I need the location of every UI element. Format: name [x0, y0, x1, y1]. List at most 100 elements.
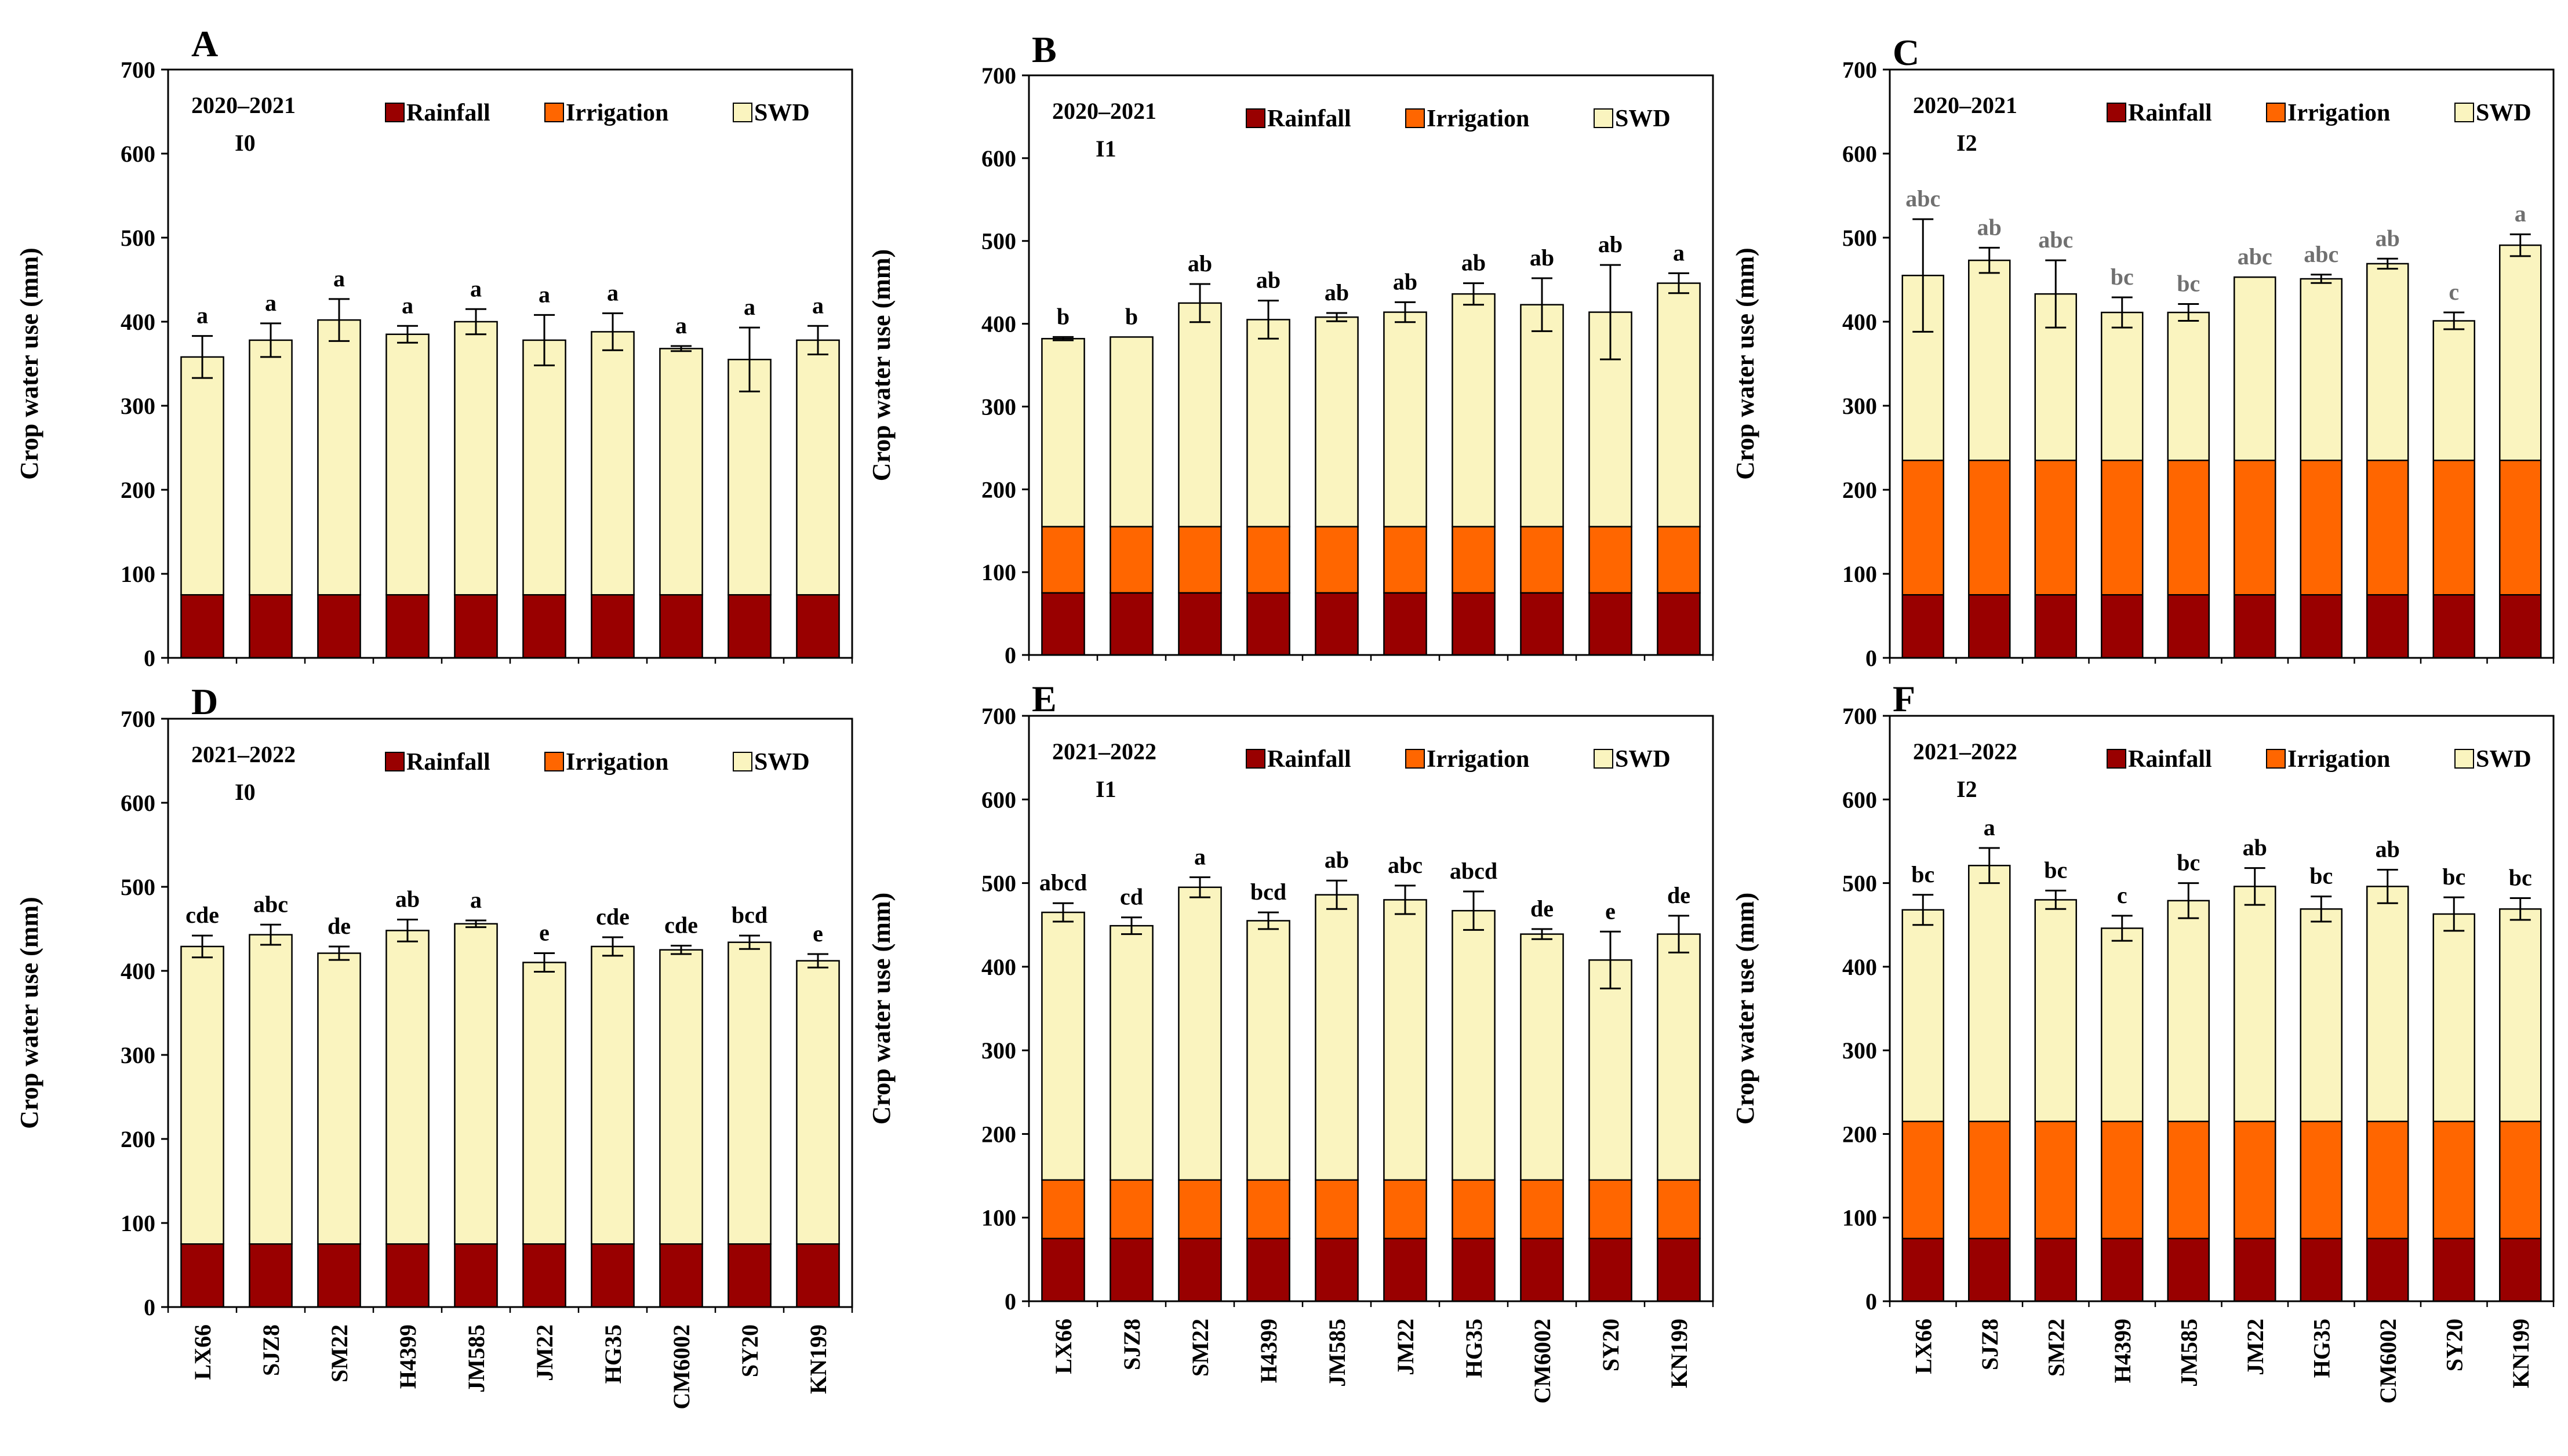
panel-letter: B [1032, 29, 1057, 70]
treatment-label: I0 [235, 130, 256, 156]
bar-irrigation [1452, 1179, 1496, 1240]
bar-swd [2234, 276, 2276, 461]
treatment-label: I1 [1096, 776, 1116, 802]
y-tick-label: 700 [1842, 57, 1877, 83]
significance-letter: abc [1905, 185, 1940, 212]
bar-swd [249, 934, 293, 1245]
legend-label-rainfall: Rainfall [406, 100, 490, 126]
significance-letter: bc [2177, 271, 2200, 297]
significance-letter: e [1605, 898, 1616, 924]
x-category-label: SJZ8 [1977, 1319, 2003, 1370]
significance-letter: de [1667, 882, 1690, 908]
bar-rainfall [2167, 1237, 2210, 1302]
bar-irrigation [1901, 1120, 1944, 1240]
bar-irrigation [2432, 460, 2475, 596]
plot-frame [1028, 74, 1714, 656]
significance-letter: bcd [1250, 879, 1286, 905]
season-label: 2021–2022 [1052, 738, 1156, 765]
bar-irrigation [2167, 460, 2210, 596]
bar-swd [728, 941, 772, 1245]
bar-rainfall [1452, 1237, 1496, 1302]
y-tick-label: 100 [981, 559, 1016, 585]
bar-rainfall [1041, 592, 1085, 656]
bar-swd [2366, 263, 2409, 461]
significance-letter: abc [1388, 852, 1423, 878]
y-tick-label: 600 [121, 141, 155, 167]
bar-rainfall [2101, 1237, 2144, 1302]
bar-rainfall [522, 1243, 566, 1308]
bar-rainfall [1110, 1237, 1154, 1302]
bar-rainfall [796, 594, 840, 659]
significance-letter: a [812, 292, 824, 318]
bar-rainfall [454, 1243, 498, 1308]
significance-letter: de [328, 913, 351, 939]
y-tick-label: 700 [1842, 703, 1877, 729]
bar-rainfall [1110, 592, 1154, 656]
significance-letter: ab [1393, 268, 1417, 294]
bar-swd [2300, 908, 2343, 1123]
significance-letter: a [744, 294, 755, 320]
plot-frame [1889, 715, 2555, 1302]
y-tick-label: 0 [1005, 642, 1016, 668]
bar-irrigation [1968, 1120, 2011, 1240]
bar-irrigation [2167, 1120, 2210, 1240]
bar-swd [249, 339, 293, 596]
panel-letter: A [191, 23, 218, 64]
y-tick-label: 700 [981, 63, 1016, 89]
bar-swd [522, 339, 566, 596]
bar-swd [2167, 311, 2210, 461]
legend-swatch-irrigation [1405, 749, 1425, 769]
bar-swd [1588, 959, 1632, 1181]
bar-rainfall [2034, 594, 2077, 659]
significance-letter: abcd [1450, 858, 1497, 884]
legend-label-irrigation: Irrigation [2287, 746, 2390, 773]
legend-label-irrigation: Irrigation [566, 100, 668, 126]
y-tick-label: 400 [121, 309, 155, 335]
bar-irrigation [1452, 526, 1496, 594]
significance-letter: abc [253, 891, 288, 917]
bar-rainfall [2432, 594, 2475, 659]
bar-swd [1246, 319, 1290, 527]
significance-letter: bc [2309, 863, 2333, 889]
bar-rainfall [1657, 1237, 1701, 1302]
bar-swd [1452, 293, 1496, 527]
bar-rainfall [1383, 592, 1427, 656]
y-tick-label: 500 [121, 225, 155, 251]
bar-swd [2101, 927, 2144, 1123]
bar-rainfall [2366, 594, 2409, 659]
bar-irrigation [1520, 1179, 1564, 1240]
y-tick-label: 700 [121, 706, 155, 732]
x-category-label: H4399 [1256, 1319, 1282, 1383]
significance-letter: bc [2509, 865, 2532, 891]
y-axis-label: Crop water use (mm) [1731, 247, 1759, 479]
treatment-label: I1 [1096, 136, 1116, 162]
x-category-label: HG35 [600, 1324, 626, 1384]
panel-letter: E [1032, 678, 1057, 719]
x-category-label: JM22 [532, 1324, 558, 1381]
y-tick-label: 400 [1842, 309, 1877, 335]
legend-label-swd: SWD [1615, 105, 1671, 132]
bar-rainfall [1041, 1237, 1085, 1302]
significance-letter: ab [1256, 267, 1281, 293]
significance-letter: c [2117, 882, 2127, 908]
legend-swatch-swd [733, 103, 752, 122]
y-tick-label: 300 [981, 394, 1016, 420]
bar-swd [1383, 311, 1427, 527]
x-category-label: SM22 [2043, 1319, 2069, 1377]
y-tick-label: 400 [981, 954, 1016, 980]
bar-irrigation [1383, 1179, 1427, 1240]
panel-letter: C [1893, 32, 1919, 73]
bar-rainfall [317, 1243, 361, 1308]
bar-irrigation [1041, 1179, 1085, 1240]
y-tick-label: 600 [981, 145, 1016, 172]
treatment-label: I2 [1956, 776, 1977, 802]
x-category-label: JM22 [2242, 1319, 2268, 1375]
bar-swd [1968, 865, 2011, 1123]
bar-irrigation [2300, 460, 2343, 596]
bar-rainfall [2432, 1237, 2475, 1302]
significance-letter: de [1530, 896, 1554, 922]
bar-rainfall [591, 1243, 635, 1308]
legend-label-irrigation: Irrigation [1427, 105, 1529, 132]
legend-label-rainfall: Rainfall [2128, 746, 2212, 773]
legend-swatch-rainfall [1246, 749, 1265, 769]
